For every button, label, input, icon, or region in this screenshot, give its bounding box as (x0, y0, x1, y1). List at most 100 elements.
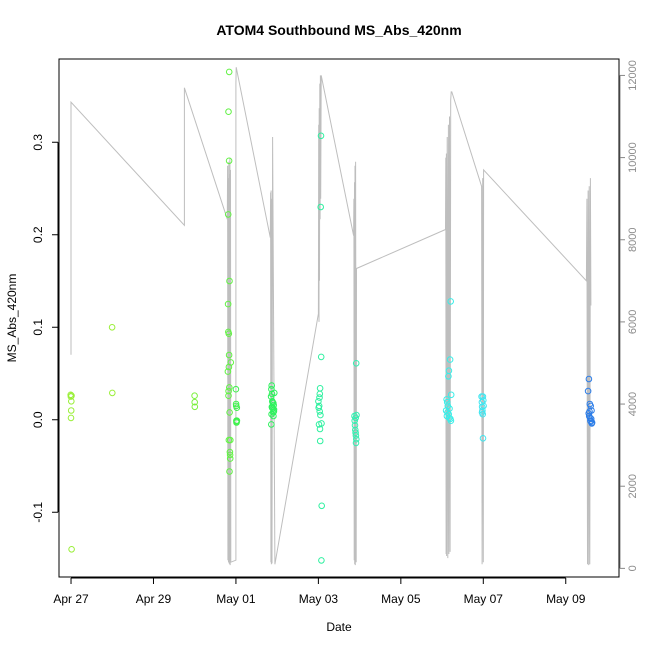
data-point (226, 448, 234, 456)
x-tick-label: May 05 (381, 592, 421, 606)
data-point (271, 389, 278, 397)
data-point (447, 298, 455, 305)
data-point (68, 392, 75, 400)
data-point (232, 385, 240, 393)
data-point (225, 157, 233, 165)
data-point (226, 455, 234, 462)
y2-tick-label: 8000 (627, 228, 639, 252)
y2-tick-label: 6000 (627, 310, 639, 334)
y2-tick-label: 2000 (627, 474, 639, 498)
y-axis-right: 0 2000 4000 6000 8000 10000 12000 (619, 60, 639, 571)
data-point (227, 436, 234, 444)
data-point (353, 435, 360, 443)
y2-tick-label: 4000 (627, 392, 639, 416)
data-point (233, 417, 241, 425)
data-point (447, 391, 455, 399)
data-point (270, 399, 277, 407)
data-point (443, 396, 450, 403)
data-point (318, 502, 326, 510)
data-point (232, 400, 240, 408)
data-point (587, 415, 595, 423)
data-point (226, 384, 233, 391)
data-point (67, 407, 75, 414)
x-tick-label: Apr 29 (136, 592, 172, 606)
data-point (225, 351, 233, 359)
chart-title: ATOM4 Southbound MS_Abs_420nm (216, 22, 461, 38)
data-point (68, 546, 75, 553)
data-point (225, 330, 233, 338)
data-point (316, 408, 324, 415)
data-point (318, 557, 325, 564)
data-point (109, 389, 116, 397)
data-point (191, 392, 198, 400)
data-point (268, 403, 276, 411)
data-point (270, 412, 277, 420)
y-tick-label: 0.3 (31, 134, 45, 151)
data-point (479, 393, 487, 400)
data-point (443, 398, 451, 406)
data-point (584, 387, 592, 395)
x-axis: Apr 27 Apr 29 May 01 May 03 May 05 May 07 May … (53, 577, 586, 606)
y-tick-label: 0.0 (31, 411, 45, 428)
data-point (67, 414, 75, 422)
secondary-axis-line-layer (70, 67, 592, 566)
data-point (225, 387, 232, 395)
data-point (224, 211, 232, 218)
data-point (316, 437, 324, 445)
data-point (317, 411, 324, 419)
data-point (445, 373, 452, 380)
x-tick-label: May 07 (464, 592, 504, 606)
scatter-point-layer (67, 68, 596, 564)
data-point (226, 409, 233, 416)
x-axis-label: Date (326, 620, 352, 634)
data-point (225, 68, 233, 76)
data-point (316, 425, 324, 433)
x-tick-label: May 03 (299, 592, 339, 606)
data-point (317, 353, 325, 361)
x-tick-label: Apr 27 (53, 592, 89, 606)
data-point (108, 324, 116, 331)
data-point (480, 402, 487, 410)
data-point (191, 398, 198, 406)
data-point (226, 451, 234, 459)
data-point (315, 398, 322, 405)
data-point (191, 403, 199, 411)
data-point (225, 363, 233, 371)
y2-tick-label: 10000 (627, 142, 639, 173)
data-point (352, 432, 360, 439)
data-point (353, 411, 360, 419)
data-point (352, 360, 360, 367)
data-point (446, 356, 454, 363)
data-point (478, 409, 486, 416)
data-point (479, 435, 487, 442)
data-point (233, 404, 241, 412)
y-tick-label: -0.1 (31, 502, 45, 523)
y-tick-label: 0.2 (31, 226, 45, 243)
data-point (226, 468, 233, 475)
data-point (445, 414, 453, 422)
y-axis-left: -0.1 0.0 0.1 0.2 0.3 (31, 134, 59, 523)
data-point (352, 414, 360, 422)
data-point (352, 429, 359, 437)
data-point (586, 408, 593, 415)
x-tick-label: May 01 (216, 592, 256, 606)
y2-tick-label: 0 (627, 565, 639, 571)
plot-area-frame (58, 58, 620, 578)
data-point (268, 382, 276, 389)
data-point (316, 394, 323, 401)
data-point (352, 439, 360, 447)
data-point (226, 277, 233, 285)
data-point (588, 419, 596, 426)
data-point (317, 132, 325, 140)
data-point (224, 300, 232, 308)
data-point (317, 203, 325, 211)
data-point (225, 108, 232, 115)
data-point (351, 422, 359, 429)
secondary-series-line (70, 67, 592, 566)
x-tick-label: May 09 (546, 592, 586, 606)
y2-tick-label: 12000 (627, 60, 639, 91)
y-axis-label: MS_Abs_420nm (5, 274, 19, 363)
data-point (224, 368, 232, 375)
